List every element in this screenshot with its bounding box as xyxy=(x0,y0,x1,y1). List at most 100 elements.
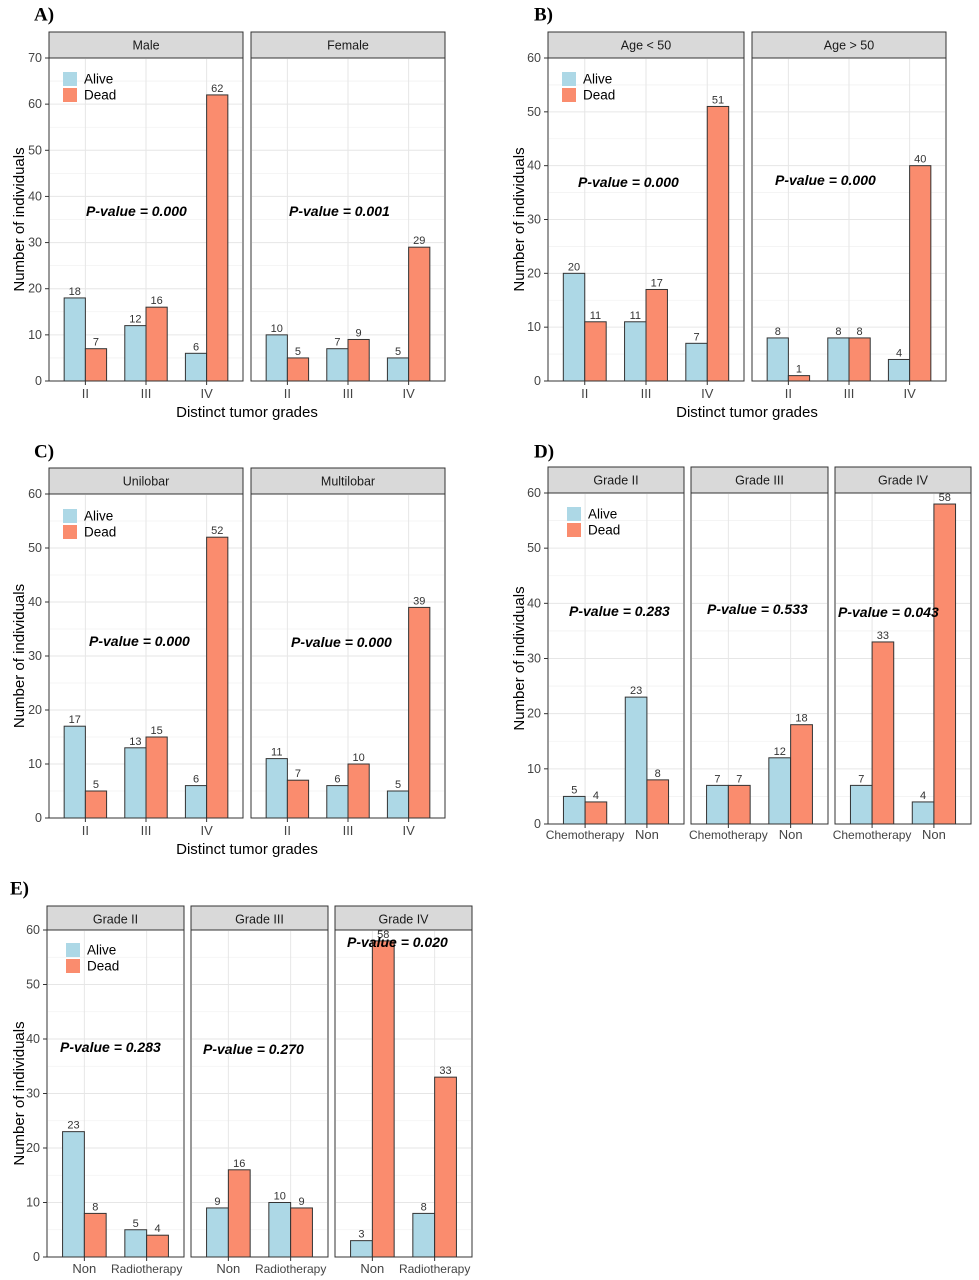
bar-dead xyxy=(790,724,813,825)
bar-value-label: 6 xyxy=(193,341,199,353)
bar-alive xyxy=(124,325,147,382)
p-value-annotation: P-value = 0.283 xyxy=(569,603,670,619)
x-tick-label: II xyxy=(82,823,89,838)
y-tick-label: 40 xyxy=(28,595,42,609)
y-axis-title: Number of individuals xyxy=(11,147,28,291)
x-tick-label: Chemotherapy xyxy=(689,828,768,842)
y-tick-label: 50 xyxy=(527,541,541,555)
y-tick-label: 10 xyxy=(28,757,42,771)
facet: Unilobar 17 5 II 13 15 III 6 52 IV P-value = 0.000… xyxy=(48,467,244,838)
facet-strip xyxy=(48,31,244,59)
y-tick-label: 60 xyxy=(527,486,541,500)
bar-alive xyxy=(624,696,648,825)
bar-value-label: 15 xyxy=(150,725,162,737)
bar-value-label: 8 xyxy=(421,1201,427,1213)
y-tick-label: 20 xyxy=(527,707,541,721)
facet: Grade II 23 8 Non 5 4 Radiotherapy P-value = 0.… xyxy=(46,905,185,1276)
x-axis-title: Distinct tumor grades xyxy=(676,404,818,421)
bar-value-label: 23 xyxy=(630,685,642,697)
x-tick-label: Non xyxy=(922,827,946,842)
bar-alive xyxy=(887,358,911,382)
y-tick-label: 30 xyxy=(26,1087,40,1101)
y-tick-label: 30 xyxy=(28,649,42,663)
bar-value-label: 39 xyxy=(413,595,425,607)
x-axis-title: Distinct tumor grades xyxy=(176,841,318,858)
bar-value-label: 10 xyxy=(271,323,283,335)
bar-value-label: 4 xyxy=(920,790,926,802)
y-tick-label: 0 xyxy=(534,817,541,831)
bar-alive xyxy=(206,1207,229,1258)
bar-value-label: 4 xyxy=(896,347,902,359)
bar-dead xyxy=(84,348,108,382)
legend-swatch-dead xyxy=(63,88,77,102)
y-tick-label: 50 xyxy=(26,978,40,992)
bar-value-label: 9 xyxy=(214,1196,220,1208)
y-tick-label: 20 xyxy=(527,266,541,280)
bar-dead xyxy=(290,1207,313,1258)
facet-strip-label: Multilobar xyxy=(321,475,375,489)
legend-label: Dead xyxy=(583,88,615,103)
x-tick-label: Non xyxy=(216,1261,240,1276)
x-tick-label: IV xyxy=(200,386,213,401)
p-value-annotation: P-value = 0.020 xyxy=(347,934,448,950)
x-tick-label: IV xyxy=(903,386,916,401)
legend-swatch-dead xyxy=(567,523,581,537)
y-tick-label: 0 xyxy=(35,811,42,825)
facet: Grade IV 3 58 Non 8 33 Radiotherapy P-value = 0… xyxy=(334,905,473,1276)
bar-alive xyxy=(124,1229,148,1258)
bar-alive xyxy=(849,784,873,825)
facet-strip-label: Unilobar xyxy=(123,475,170,489)
facet: Female 10 5 II 7 9 III 5 29 IV P-value = 0.001 xyxy=(250,31,446,401)
bar-alive xyxy=(386,790,410,819)
p-value-annotation: P-value = 0.000 xyxy=(578,174,679,190)
y-tick-label: 60 xyxy=(527,51,541,65)
y-tick-label: 60 xyxy=(26,923,40,937)
x-tick-label: II xyxy=(82,386,89,401)
facet-strip-label: Grade II xyxy=(93,913,138,927)
bar-value-label: 1 xyxy=(796,364,802,376)
panel-letter: B) xyxy=(534,4,553,25)
bar-alive xyxy=(412,1212,436,1258)
legend-label: Alive xyxy=(588,507,617,522)
bar-dead xyxy=(871,641,895,825)
facet-strip xyxy=(190,905,329,933)
legend-swatch-alive xyxy=(567,507,581,521)
facet: Grade III 9 16 Non 10 9 Radiotherapy P-value = … xyxy=(190,905,329,1276)
x-tick-label: II xyxy=(581,386,588,401)
bar-value-label: 3 xyxy=(358,1229,364,1241)
bar-dead xyxy=(706,105,730,382)
x-tick-label: III xyxy=(844,386,855,401)
bar-value-label: 7 xyxy=(295,768,301,780)
y-axis-title: Number of individuals xyxy=(11,584,28,728)
x-tick-label: III xyxy=(343,386,354,401)
bar-value-label: 11 xyxy=(590,310,601,322)
bar-alive xyxy=(326,348,349,382)
bar-value-label: 13 xyxy=(129,736,141,748)
p-value-annotation: P-value = 0.000 xyxy=(86,203,187,219)
bar-dead xyxy=(286,357,310,382)
y-tick-label: 40 xyxy=(527,159,541,173)
bar-alive xyxy=(63,725,86,819)
y-tick-label: 0 xyxy=(35,374,42,388)
bar-dead xyxy=(83,1212,107,1258)
y-tick-label: 0 xyxy=(534,374,541,388)
facet-strip-label: Grade IV xyxy=(878,474,929,488)
panel-letter: E) xyxy=(10,878,29,899)
y-tick-label: 30 xyxy=(527,652,541,666)
legend-swatch-dead xyxy=(66,959,80,973)
x-tick-label: II xyxy=(284,823,291,838)
bar-dead xyxy=(727,784,751,825)
bar-dead xyxy=(645,288,668,382)
bar-value-label: 52 xyxy=(211,525,223,537)
legend-label: Dead xyxy=(84,88,116,103)
y-tick-label: 10 xyxy=(527,762,541,776)
p-value-annotation: P-value = 0.000 xyxy=(291,634,392,650)
bar-value-label: 12 xyxy=(774,746,786,758)
bar-value-label: 6 xyxy=(193,774,199,786)
bar-value-label: 20 xyxy=(568,261,580,273)
bar-dead xyxy=(347,338,370,382)
bar-alive xyxy=(265,758,288,819)
bar-value-label: 8 xyxy=(92,1201,98,1213)
facet-strip-label: Male xyxy=(132,39,159,53)
